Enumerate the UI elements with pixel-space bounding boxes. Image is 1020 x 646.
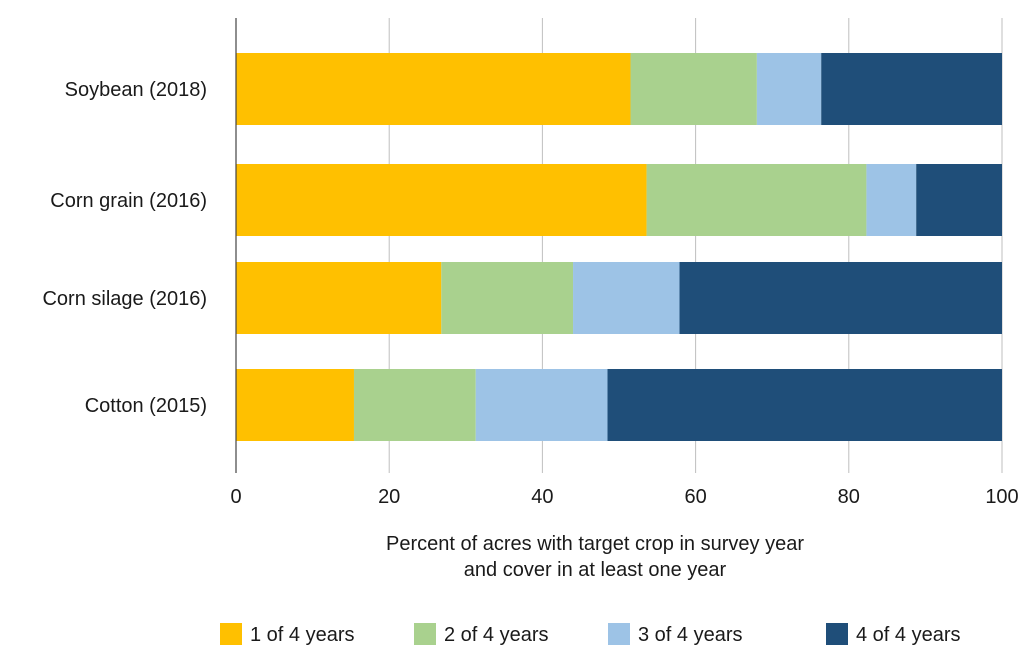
- bar-soybean-2018-1-of-4-years: [236, 53, 631, 125]
- bar-soybean-2018-2-of-4-years: [630, 53, 757, 125]
- category-label-cotton-2015: Cotton (2015): [85, 395, 207, 417]
- legend-swatch-2-of-4-years: [414, 623, 436, 645]
- category-label-corn-silage-2016: Corn silage (2016): [42, 288, 207, 310]
- legend-swatch-4-of-4-years: [826, 623, 848, 645]
- legend-swatch-1-of-4-years: [220, 623, 242, 645]
- bar-cotton-2015-2-of-4-years: [353, 369, 476, 441]
- x-tick-labels: 0 20 40 60 80 100: [230, 486, 1018, 508]
- bar-cotton-2015-1-of-4-years: [236, 369, 354, 441]
- bar-soybean-2018-4-of-4-years: [821, 53, 1002, 125]
- legend: 1 of 4 years 2 of 4 years 3 of 4 years 4 of…: [220, 623, 961, 646]
- bar-corn-silage-2016-1-of-4-years: [236, 262, 442, 334]
- bar-corn-grain-2016-1-of-4-years: [236, 164, 647, 236]
- legend-label-2-of-4-years: 2 of 4 years: [444, 624, 549, 646]
- bar-cotton-2015-3-of-4-years: [475, 369, 608, 441]
- bar-corn-grain-2016-2-of-4-years: [646, 164, 867, 236]
- bar-corn-grain-2016-4-of-4-years: [916, 164, 1002, 236]
- x-axis-label-line-1: Percent of acres with target crop in sur…: [386, 533, 804, 555]
- x-tick-label-40: 40: [531, 486, 553, 508]
- category-label-corn-grain-2016: Corn grain (2016): [50, 190, 207, 212]
- x-tick-label-0: 0: [230, 486, 241, 508]
- legend-label-3-of-4-years: 3 of 4 years: [638, 624, 743, 646]
- bar-corn-silage-2016-4-of-4-years: [679, 262, 1002, 334]
- bar-corn-silage-2016-2-of-4-years: [441, 262, 574, 334]
- legend-swatch-3-of-4-years: [608, 623, 630, 645]
- bar-soybean-2018-3-of-4-years: [756, 53, 822, 125]
- category-label-soybean-2018: Soybean (2018): [65, 79, 207, 101]
- bar-cotton-2015-4-of-4-years: [607, 369, 1002, 441]
- legend-label-1-of-4-years: 1 of 4 years: [250, 624, 355, 646]
- x-tick-label-60: 60: [684, 486, 706, 508]
- x-tick-label-100: 100: [985, 486, 1018, 508]
- category-labels: Soybean (2018) Corn grain (2016) Corn sila…: [42, 79, 207, 417]
- bar-corn-grain-2016-3-of-4-years: [866, 164, 917, 236]
- bars: [236, 53, 1002, 441]
- x-tick-label-20: 20: [378, 486, 400, 508]
- x-axis-label-line-2: and cover in at least one year: [464, 559, 727, 581]
- bar-corn-silage-2016-3-of-4-years: [573, 262, 680, 334]
- legend-label-4-of-4-years: 4 of 4 years: [856, 624, 961, 646]
- x-tick-label-80: 80: [838, 486, 860, 508]
